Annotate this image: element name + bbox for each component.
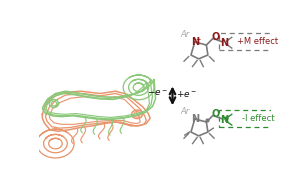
Text: N: N — [191, 37, 199, 47]
Text: +M effect: +M effect — [237, 37, 278, 46]
Text: Ar: Ar — [180, 107, 189, 116]
Text: O: O — [211, 108, 220, 119]
Text: $+ e^-$: $+ e^-$ — [176, 88, 198, 98]
Text: $- e^-$: $- e^-$ — [147, 89, 169, 98]
Text: N: N — [220, 115, 228, 125]
Text: -I effect: -I effect — [242, 114, 274, 123]
Bar — [220, 33, 275, 50]
Text: N: N — [191, 114, 199, 124]
Text: +: + — [195, 37, 201, 42]
Text: N: N — [220, 39, 228, 48]
Text: O: O — [211, 32, 220, 42]
Text: Ar: Ar — [180, 30, 189, 39]
Bar — [220, 110, 273, 127]
